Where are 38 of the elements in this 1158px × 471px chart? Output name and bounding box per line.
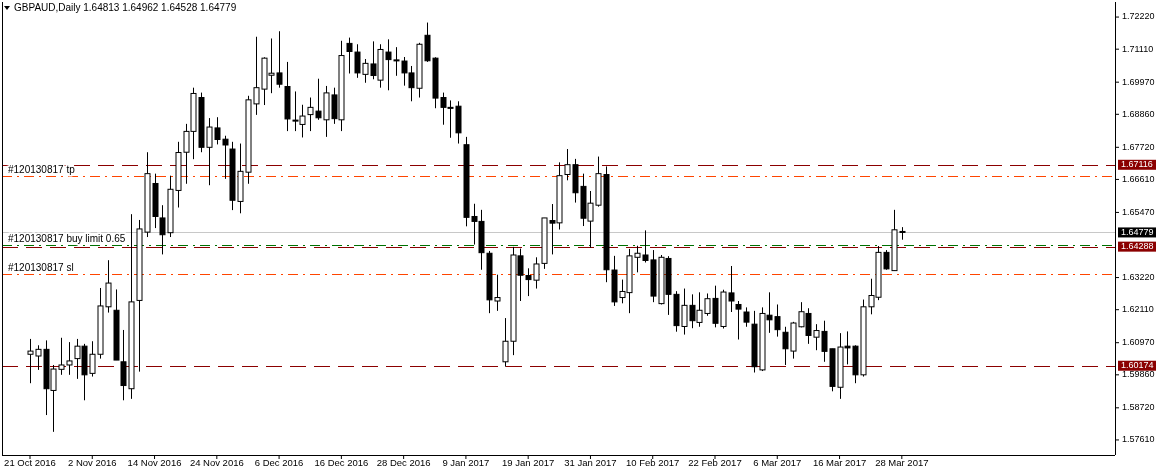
candlestick <box>743 306 750 328</box>
y-tick-label: 1.57610 <box>1122 434 1155 445</box>
y-tick-label: 1.67720 <box>1122 141 1155 152</box>
x-tick-label: 28 Dec 2016 <box>376 457 431 469</box>
x-tick-label: 16 Mar 2017 <box>812 457 867 469</box>
y-tick-label: 1.62110 <box>1122 304 1154 315</box>
ref-line-label: 1.64779 <box>1121 226 1154 237</box>
y-tick-label: 1.65470 <box>1122 206 1155 217</box>
y-tick-label: 1.69970 <box>1122 76 1155 87</box>
ref-line-label: 1.60174 <box>1121 360 1154 371</box>
x-tick-label: 31 Jan 2017 <box>564 457 617 469</box>
ref-line-label: 1.64288 <box>1121 241 1154 252</box>
y-tick-label: 1.71110 <box>1122 43 1154 54</box>
x-tick-label: 9 Jan 2017 <box>442 457 490 469</box>
ref-line-label: 1.67116 <box>1121 159 1153 170</box>
y-tick-label: 1.66610 <box>1122 173 1155 184</box>
y-tick-label: 1.63220 <box>1122 271 1155 282</box>
y-tick-label: 1.68860 <box>1122 108 1155 119</box>
x-tick-label: 24 Nov 2016 <box>189 457 244 469</box>
x-tick-label: 22 Feb 2017 <box>688 457 742 469</box>
y-tick-label: 1.60970 <box>1122 337 1155 348</box>
x-tick-label: 6 Mar 2017 <box>753 457 802 469</box>
y-tick-label: 1.58720 <box>1122 402 1155 413</box>
x-tick-label: 19 Jan 2017 <box>502 457 555 469</box>
x-tick-label: 14 Nov 2016 <box>127 457 182 469</box>
x-tick-label: 16 Dec 2016 <box>314 457 369 469</box>
y-tick-label: 1.72220 <box>1122 11 1155 22</box>
x-tick-label: 6 Dec 2016 <box>254 457 304 469</box>
x-tick-label: 28 Mar 2017 <box>875 457 929 469</box>
chart-title: GBPAUD,Daily 1.64813 1.64962 1.64528 1.64779 <box>14 2 237 13</box>
x-tick-label: 10 Feb 2017 <box>626 457 680 469</box>
ref-line-label: #120130817 sl <box>8 262 74 274</box>
x-tick-label: 2 Nov 2016 <box>67 457 117 469</box>
y-tick-label: 1.59860 <box>1122 369 1155 380</box>
ref-line-label: #120130817 tp <box>8 163 76 175</box>
candlestick <box>735 300 742 341</box>
x-tick-label: 21 Oct 2016 <box>4 457 56 469</box>
ref-line-label: #120130817 buy limit 0.65 <box>8 232 126 244</box>
